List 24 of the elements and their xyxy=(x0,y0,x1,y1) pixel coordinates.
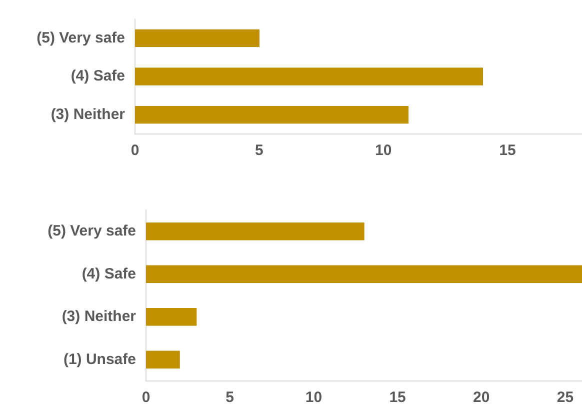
x-tick-label: 15 xyxy=(499,142,516,160)
bar xyxy=(146,222,364,240)
bar xyxy=(135,29,260,47)
y-tick-label: (4) Safe xyxy=(82,265,136,282)
bar xyxy=(146,308,197,326)
y-tick-label: (1) Unsafe xyxy=(63,350,136,368)
x-tick-label: 5 xyxy=(254,142,264,160)
bar xyxy=(135,106,408,124)
x-tick-label: 25 xyxy=(556,389,574,406)
x-tick-label: 10 xyxy=(374,142,392,160)
x-tick-label: 0 xyxy=(130,142,140,160)
x-tick-label: 5 xyxy=(226,389,234,406)
y-tick-label: (5) Very safe xyxy=(36,29,125,46)
y-tick-label: (3) Neither xyxy=(62,308,136,326)
y-tick-label: (5) Very safe xyxy=(48,222,136,240)
y-tick-label: (4) Safe xyxy=(70,68,125,85)
x-tick-label: 20 xyxy=(473,389,490,406)
x-tick-label: 10 xyxy=(305,389,322,406)
bar xyxy=(135,68,483,86)
x-tick-label: 15 xyxy=(389,389,406,406)
x-tick-label: 0 xyxy=(142,389,150,406)
bar xyxy=(146,265,582,283)
bar xyxy=(146,350,180,368)
y-tick-label: (3) Neither xyxy=(50,106,126,123)
